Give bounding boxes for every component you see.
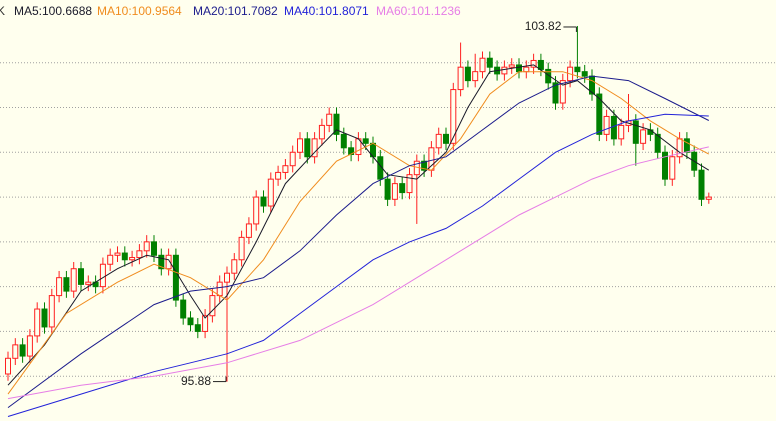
candle-body bbox=[48, 295, 55, 328]
candle-body bbox=[472, 71, 479, 82]
candle-body bbox=[231, 259, 238, 274]
candle-body bbox=[85, 281, 92, 285]
candle-body bbox=[501, 66, 508, 75]
candle-body bbox=[581, 71, 588, 77]
candle-body bbox=[632, 120, 639, 144]
candle-body bbox=[297, 138, 303, 153]
candle-body bbox=[129, 257, 136, 261]
candle-body bbox=[486, 57, 493, 68]
candle-body bbox=[640, 129, 647, 144]
candle-body bbox=[406, 174, 413, 194]
candle-body bbox=[187, 317, 194, 326]
candle-body bbox=[537, 59, 544, 70]
candle-body bbox=[618, 124, 625, 140]
candle-body bbox=[574, 66, 581, 73]
candle-body bbox=[523, 66, 530, 73]
candle-body bbox=[194, 324, 201, 332]
candle-body bbox=[180, 299, 187, 319]
candle-body bbox=[151, 241, 157, 256]
candle-body bbox=[603, 115, 610, 135]
candle-body bbox=[282, 165, 289, 173]
candle-body bbox=[172, 254, 179, 301]
candle-body bbox=[377, 156, 384, 180]
legend-entry: MA20:101.7082 bbox=[193, 4, 278, 18]
candle-body bbox=[516, 64, 522, 73]
price-annotation: 95.88 bbox=[181, 374, 211, 388]
candle-body bbox=[552, 82, 559, 104]
candle-body bbox=[596, 93, 603, 135]
legend-prefix: K bbox=[0, 4, 5, 18]
ma-line bbox=[7, 146, 709, 400]
candle-body bbox=[289, 151, 296, 167]
candle-body bbox=[559, 80, 566, 104]
ma-line bbox=[7, 113, 709, 417]
candle-body bbox=[705, 196, 712, 200]
candle-body bbox=[224, 272, 230, 283]
price-annotation: 103.82 bbox=[525, 19, 562, 33]
legend-entry: MA40:101.8071 bbox=[284, 4, 369, 18]
candle-body bbox=[56, 277, 63, 297]
candle-body bbox=[202, 315, 209, 332]
candle-body bbox=[209, 295, 216, 317]
candle-body bbox=[121, 252, 128, 261]
candle-body bbox=[70, 268, 77, 292]
candle-body bbox=[34, 308, 41, 337]
candle-body bbox=[333, 113, 340, 135]
candle-body bbox=[165, 254, 172, 270]
candle-body bbox=[304, 138, 311, 158]
candle-body bbox=[5, 357, 11, 375]
candle-body bbox=[340, 133, 347, 149]
candle-body bbox=[26, 335, 33, 357]
candle-body bbox=[654, 133, 661, 153]
candle-body bbox=[158, 254, 165, 270]
ma-line bbox=[7, 64, 710, 386]
candle-body bbox=[245, 223, 252, 238]
candle-body bbox=[698, 169, 705, 200]
candle-body bbox=[683, 138, 690, 153]
legend-entry: MA10:100.9564 bbox=[97, 4, 182, 18]
candle-body bbox=[260, 196, 267, 207]
candle-body bbox=[19, 344, 26, 357]
candle-body bbox=[143, 241, 150, 252]
candle-body bbox=[662, 151, 668, 180]
candle-body bbox=[450, 89, 457, 144]
candle-body bbox=[464, 66, 471, 82]
candle-body bbox=[12, 344, 19, 359]
candle-body bbox=[479, 57, 486, 73]
candle-body bbox=[457, 66, 464, 91]
candle-body bbox=[362, 138, 369, 144]
candle-body bbox=[384, 178, 391, 200]
candle-body bbox=[114, 252, 121, 256]
candle-body bbox=[318, 124, 325, 140]
candle-body bbox=[421, 160, 428, 171]
legend-entry: MA5:100.6688 bbox=[14, 4, 92, 18]
candle-body bbox=[443, 133, 449, 144]
candle-body bbox=[78, 268, 84, 285]
candle-body bbox=[669, 156, 676, 180]
candle-body bbox=[99, 263, 106, 288]
candle-body bbox=[399, 183, 406, 194]
candle-body bbox=[311, 138, 318, 158]
candle-body bbox=[136, 250, 143, 259]
candle-body bbox=[107, 254, 114, 265]
candle-body bbox=[326, 113, 333, 126]
candle-body bbox=[530, 59, 537, 68]
ma-line bbox=[7, 75, 710, 409]
candle-body bbox=[275, 171, 282, 180]
legend-entry: MA60:101.1236 bbox=[376, 4, 461, 18]
candle-body bbox=[508, 64, 515, 68]
candle-body bbox=[253, 196, 260, 225]
candle-body bbox=[238, 236, 245, 261]
candle-body bbox=[435, 133, 442, 149]
candle-body bbox=[391, 183, 398, 200]
candle-body bbox=[647, 129, 654, 135]
candle-body bbox=[610, 115, 617, 140]
candle-body bbox=[216, 281, 223, 297]
candle-body bbox=[41, 308, 48, 328]
candle-body bbox=[63, 277, 70, 292]
candle-body bbox=[267, 178, 274, 207]
